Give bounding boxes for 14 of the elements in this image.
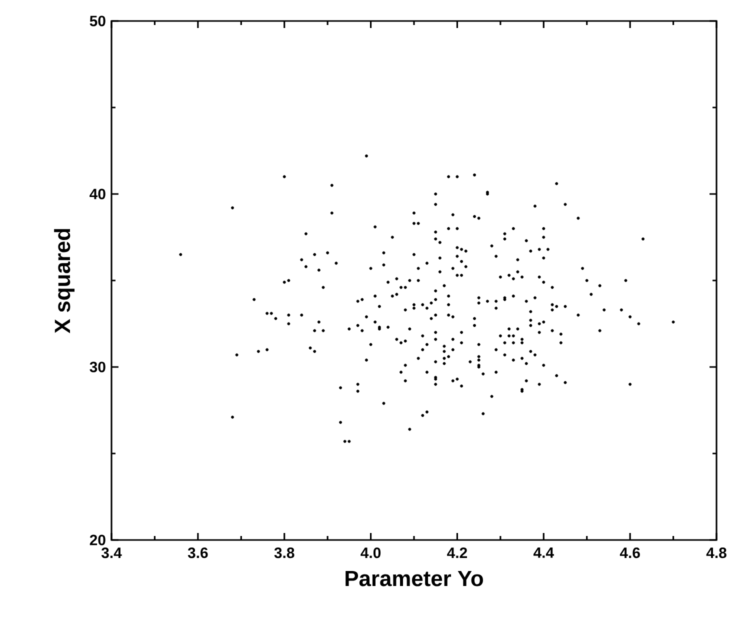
x-tick-label: 3.4: [101, 548, 122, 558]
x-tick-label: 4.2: [447, 548, 467, 558]
x-tick-label: 4.8: [706, 548, 726, 558]
y-tick-label: 50: [90, 16, 106, 26]
x-tick-label: 4.4: [533, 548, 554, 558]
y-tick-label: 20: [90, 534, 106, 546]
x-tick-label: 3.8: [274, 548, 294, 558]
y-tick-label: 30: [90, 362, 106, 372]
x-axis-title: Parameter Yo: [346, 570, 483, 586]
y-axis-title: X squared: [54, 228, 75, 334]
x-tick-label: 4.6: [620, 548, 640, 558]
x-tick-label: 3.6: [188, 548, 208, 558]
y-tick-label: 40: [90, 188, 106, 200]
x-tick-label: 4.0: [360, 548, 381, 558]
